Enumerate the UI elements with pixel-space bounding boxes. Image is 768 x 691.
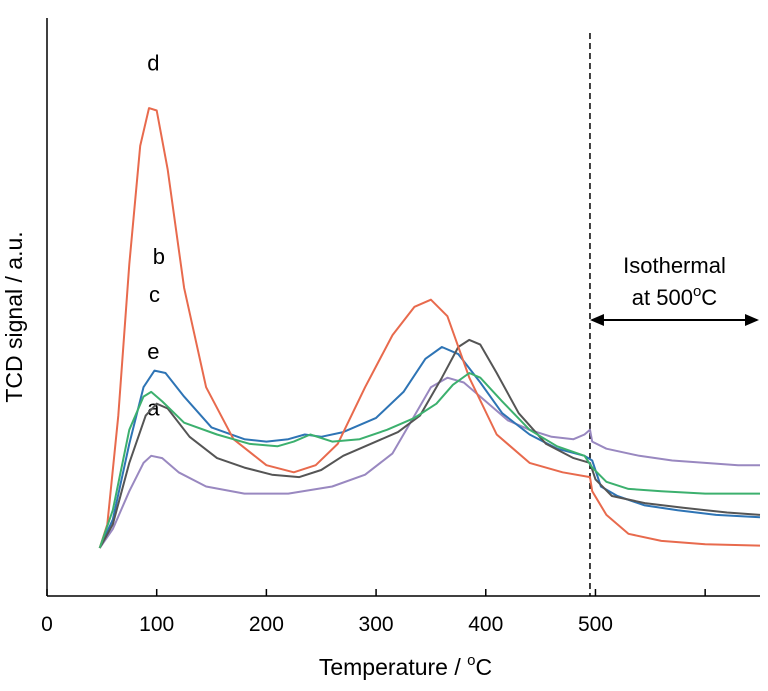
series-label-e: e	[147, 339, 159, 364]
y-axis-label: TCD signal / a.u.	[1, 231, 27, 402]
x-tick-label: 200	[249, 613, 284, 636]
x-tick-label: 100	[139, 613, 174, 636]
axes: 0 100 200 300 400 500	[41, 18, 760, 636]
x-tick-label: 300	[359, 613, 394, 636]
isothermal-label-line2: at 500oC	[632, 283, 718, 310]
series-line-d	[98, 107, 761, 549]
series-label-c: c	[149, 282, 160, 307]
arrow-left-icon	[589, 314, 604, 326]
series-label-b: b	[153, 244, 165, 269]
isothermal-annotation: Isothermal at 500oC	[589, 253, 759, 326]
isothermal-label-line1: Isothermal	[623, 253, 726, 278]
series-label-d: d	[147, 50, 159, 75]
x-tick-label: 500	[578, 613, 613, 636]
series-line-e	[98, 372, 760, 549]
series-line-b	[98, 346, 761, 549]
x-axis-label: Temperature / oC	[319, 652, 492, 680]
series-line-a	[98, 376, 760, 549]
arrow-right-icon	[745, 314, 759, 326]
x-tick-label: 400	[468, 613, 503, 636]
series-line-c	[98, 338, 761, 549]
x-tick-label: 0	[41, 613, 53, 636]
